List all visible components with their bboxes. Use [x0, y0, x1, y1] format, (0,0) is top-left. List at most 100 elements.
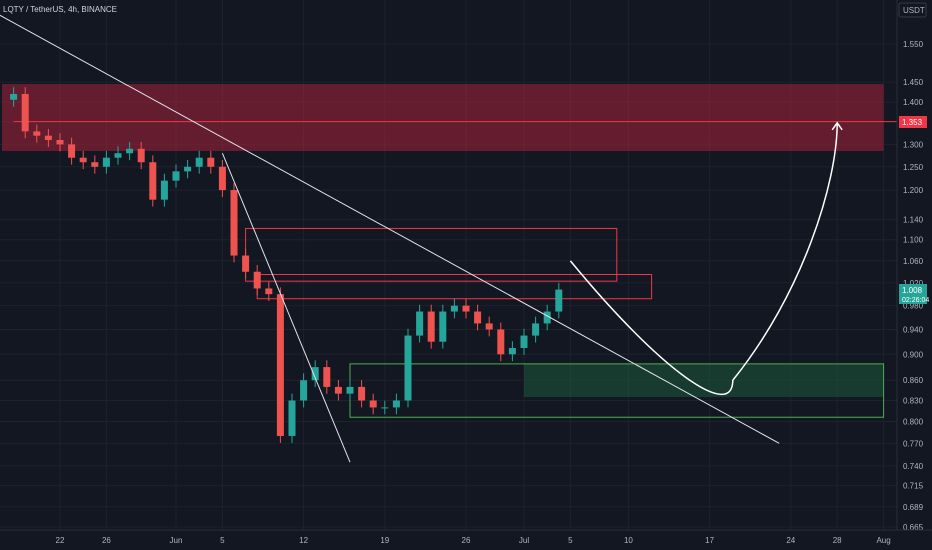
- currency-label: USDT: [903, 6, 925, 15]
- candle: [462, 305, 470, 312]
- candle: [311, 367, 319, 381]
- projection-arrowhead: [831, 121, 843, 131]
- candles: [10, 87, 563, 443]
- price-tick-label: 0.740: [903, 462, 924, 471]
- price-tick-label: 1.400: [903, 98, 924, 107]
- candle: [427, 311, 435, 342]
- price-tick-label: 0.900: [903, 350, 924, 359]
- time-tick-label: Jul: [519, 536, 529, 545]
- currency-badge[interactable]: [898, 2, 927, 18]
- price-tick-label: 0.715: [903, 482, 924, 491]
- price-tick-label: 0.689: [903, 503, 924, 512]
- price-tick-label: 1.060: [903, 257, 924, 266]
- price-tick-label: 0.860: [903, 376, 924, 385]
- current-price-badge: [899, 284, 927, 304]
- candle: [242, 255, 250, 272]
- candle: [230, 190, 238, 256]
- candle: [485, 323, 493, 330]
- trendline: [221, 153, 351, 463]
- price-tick-label: 1.100: [903, 236, 924, 245]
- candle: [102, 157, 110, 167]
- candle: [137, 148, 145, 163]
- candle: [207, 157, 215, 167]
- candle: [56, 140, 64, 145]
- candle: [300, 380, 308, 401]
- candle: [172, 171, 180, 181]
- candle: [218, 166, 226, 191]
- candle: [288, 400, 296, 436]
- candle: [114, 153, 122, 158]
- time-tick-label: 24: [786, 536, 795, 545]
- resistance-zone: [2, 84, 884, 152]
- candle: [265, 288, 273, 295]
- time-axis-ticks: 22 26 Jun 5 12 19 26 Jul 5 10 17 24 28 Aug: [56, 536, 891, 545]
- candle: [253, 271, 261, 289]
- candle: [555, 289, 563, 312]
- price-tick-label: 0.770: [903, 439, 924, 448]
- candle: [392, 400, 400, 408]
- drawings: [0, 14, 843, 463]
- candle: [404, 335, 412, 401]
- price-tick-label: 1.250: [903, 163, 924, 172]
- price-tick-label: 0.980: [903, 302, 924, 311]
- candle: [79, 157, 87, 163]
- price-tick-label: 1.020: [903, 279, 924, 288]
- price-tick-label: 1.300: [903, 140, 924, 149]
- candle: [160, 180, 168, 200]
- time-tick-label: 26: [462, 536, 471, 545]
- marked-level-label: 1.353: [902, 118, 923, 127]
- current-price-label: 1.008: [902, 286, 923, 295]
- projection-curve: [569, 122, 838, 396]
- candle: [369, 400, 377, 408]
- candle: [532, 323, 540, 336]
- time-tick-label: 12: [299, 536, 308, 545]
- time-tick-label: 26: [102, 536, 111, 545]
- candle: [126, 148, 134, 154]
- candle: [68, 144, 76, 158]
- candle: [334, 386, 342, 394]
- price-tick-label: 1.140: [903, 215, 924, 224]
- zones: [2, 84, 897, 418]
- price-tick-label: 1.550: [903, 40, 924, 49]
- time-tick-label: 10: [624, 536, 633, 545]
- time-tick-label: 22: [56, 536, 65, 545]
- candle: [346, 386, 354, 394]
- time-tick-label: 5: [220, 536, 225, 545]
- price-tick-label: 0.830: [903, 396, 924, 405]
- time-tick-label: 28: [833, 536, 842, 545]
- candle: [520, 335, 528, 348]
- candle: [33, 131, 41, 136]
- time-tick-label: 5: [568, 536, 573, 545]
- candle: [497, 329, 505, 355]
- time-tick-label: Aug: [876, 536, 890, 545]
- candle: [276, 294, 284, 436]
- candle: [439, 311, 447, 342]
- candle: [91, 162, 99, 167]
- candle: [44, 135, 52, 141]
- candle-countdown: 02:26:04: [902, 297, 929, 304]
- support-zone: [524, 363, 884, 398]
- price-tick-label: 1.200: [903, 186, 924, 195]
- candle: [323, 367, 331, 387]
- price-tick-label: 0.940: [903, 325, 924, 334]
- candle: [416, 311, 424, 336]
- candle: [450, 305, 458, 312]
- price-tick-label: 0.800: [903, 418, 924, 427]
- price-tick-label: 1.450: [903, 78, 924, 87]
- symbol-header: LQTY / TetherUS, 4h, BINANCE: [3, 5, 117, 14]
- candle: [381, 407, 389, 409]
- candle: [149, 162, 157, 200]
- candle: [195, 157, 203, 167]
- time-tick-label: 17: [705, 536, 714, 545]
- candle: [508, 347, 516, 355]
- candle: [543, 311, 551, 324]
- trendline: [0, 14, 780, 444]
- time-tick-label: 19: [380, 536, 389, 545]
- candle: [10, 93, 18, 100]
- price-tick-label: 0.665: [903, 523, 924, 532]
- marked-level-badge: [899, 116, 927, 128]
- candle: [358, 386, 366, 401]
- candle: [184, 166, 192, 172]
- candle: [21, 93, 29, 132]
